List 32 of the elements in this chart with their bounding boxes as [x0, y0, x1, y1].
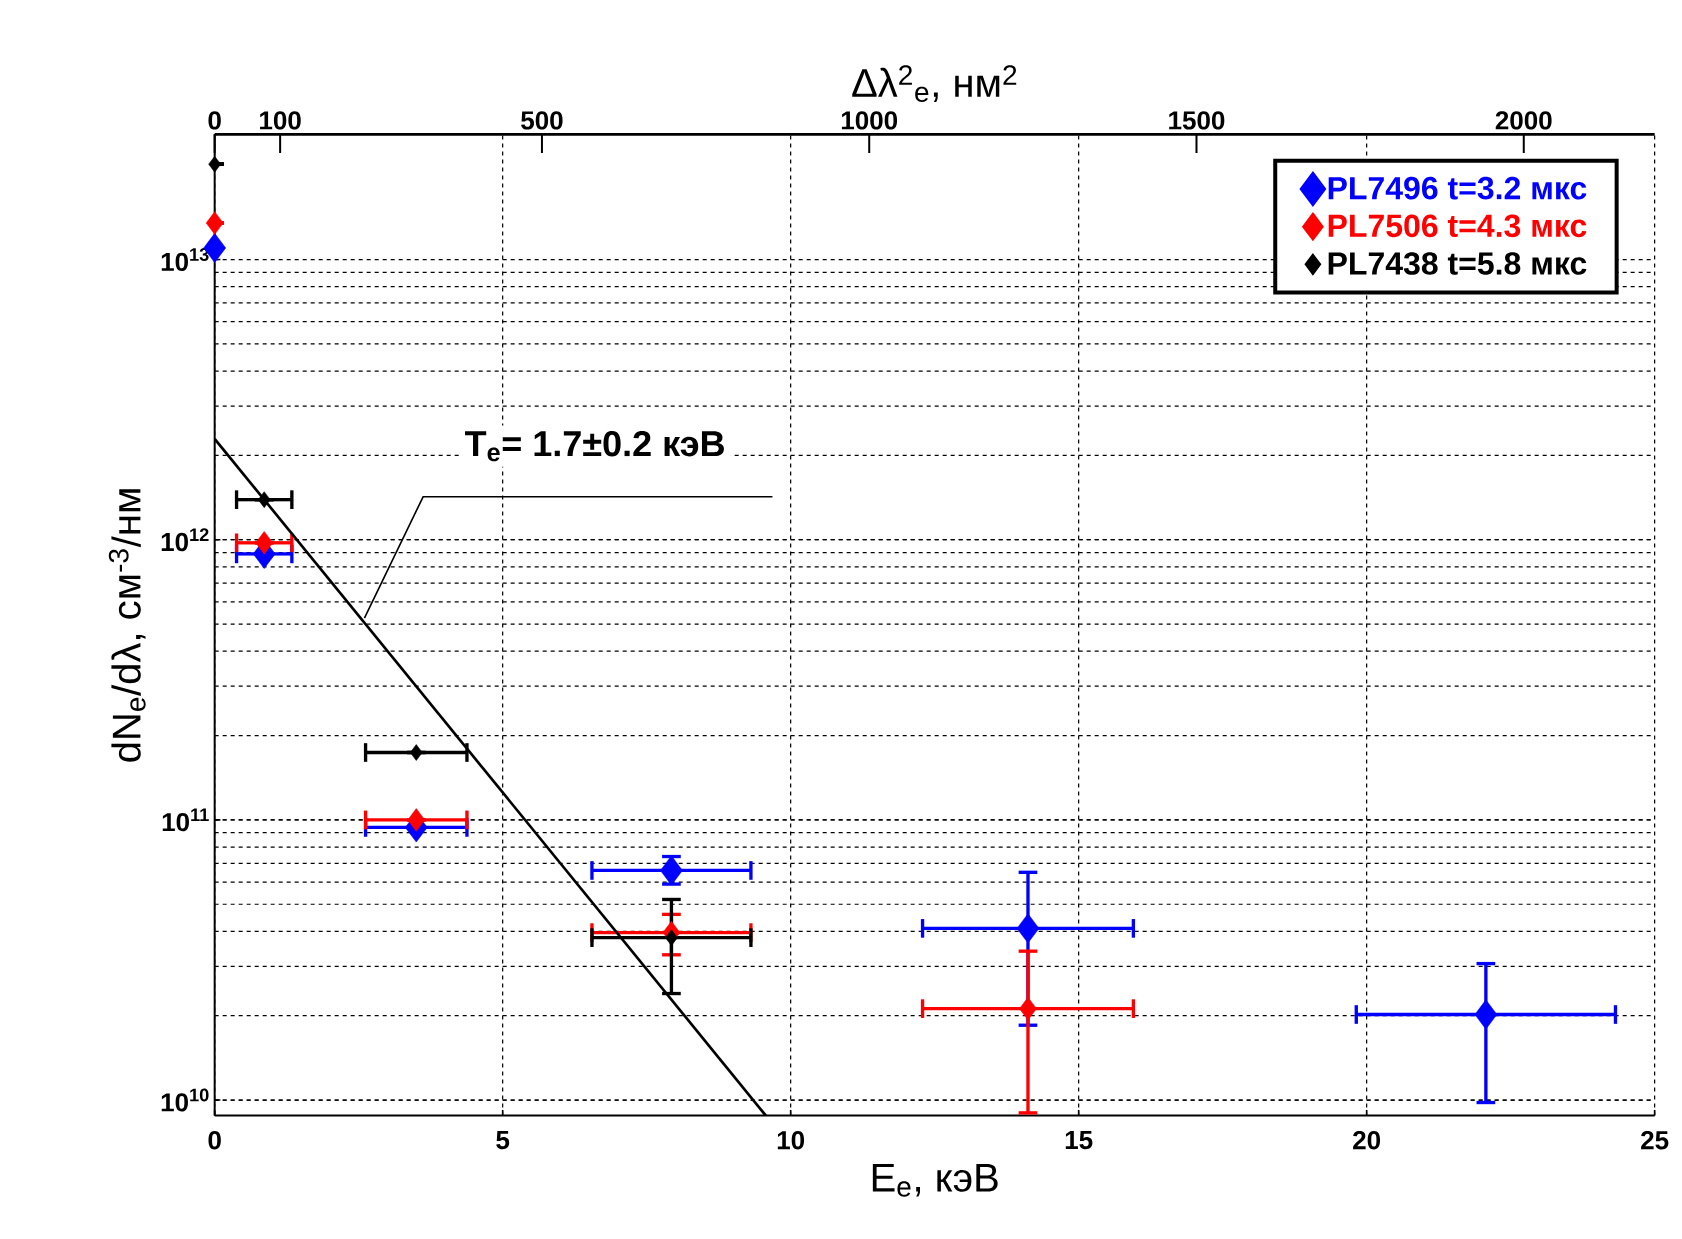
x-tick-label: 20 [1353, 1131, 1381, 1150]
y-tick-label: 10$^{11}$ [162, 808, 209, 832]
legend-label: PL7438 t=5.8 мкс [1328, 252, 1587, 275]
point [208, 155, 221, 173]
x2-axis-title: Δλ$^{2}$$_{e}$, нм$^{2}$ [852, 65, 1017, 103]
annotation: T$_{e}$= 1.7±0.2 кэВ [465, 430, 724, 462]
x-tick-label: 5 [496, 1131, 510, 1150]
point [665, 929, 678, 946]
y-tick-label: 10$^{12}$ [161, 528, 209, 552]
x-tick-label: 25 [1641, 1131, 1669, 1150]
x-tick-label: 10 [777, 1131, 805, 1150]
point [205, 211, 224, 235]
x2-tick-label: 500 [521, 111, 563, 130]
point [255, 531, 273, 555]
x-tick-label: 15 [1065, 1131, 1093, 1150]
x2-tick-label: 1000 [841, 111, 898, 130]
point [1474, 999, 1498, 1030]
legend-label: PL7506 t=4.3 мкс [1328, 214, 1587, 238]
x2-tick-label: 1500 [1169, 111, 1225, 130]
point [410, 744, 423, 761]
x2-tick-label: 2000 [1495, 111, 1552, 130]
x2-tick-label: 0 [208, 111, 221, 130]
point [1016, 913, 1040, 944]
x-axis-title: E$_{e}$, кэВ [872, 1163, 998, 1197]
y-axis-title: dN$_{e}$/dλ, см$^{-3}$/нм [108, 489, 146, 762]
y-tick-label: 10$^{10}$ [161, 1088, 209, 1112]
x2-tick-label: 100 [260, 111, 301, 130]
point [407, 808, 426, 832]
point [257, 491, 271, 508]
point [1019, 997, 1037, 1021]
x-tick-label: 0 [208, 1131, 221, 1150]
legend-label: PL7496 t=3.2 мкс [1328, 176, 1587, 200]
